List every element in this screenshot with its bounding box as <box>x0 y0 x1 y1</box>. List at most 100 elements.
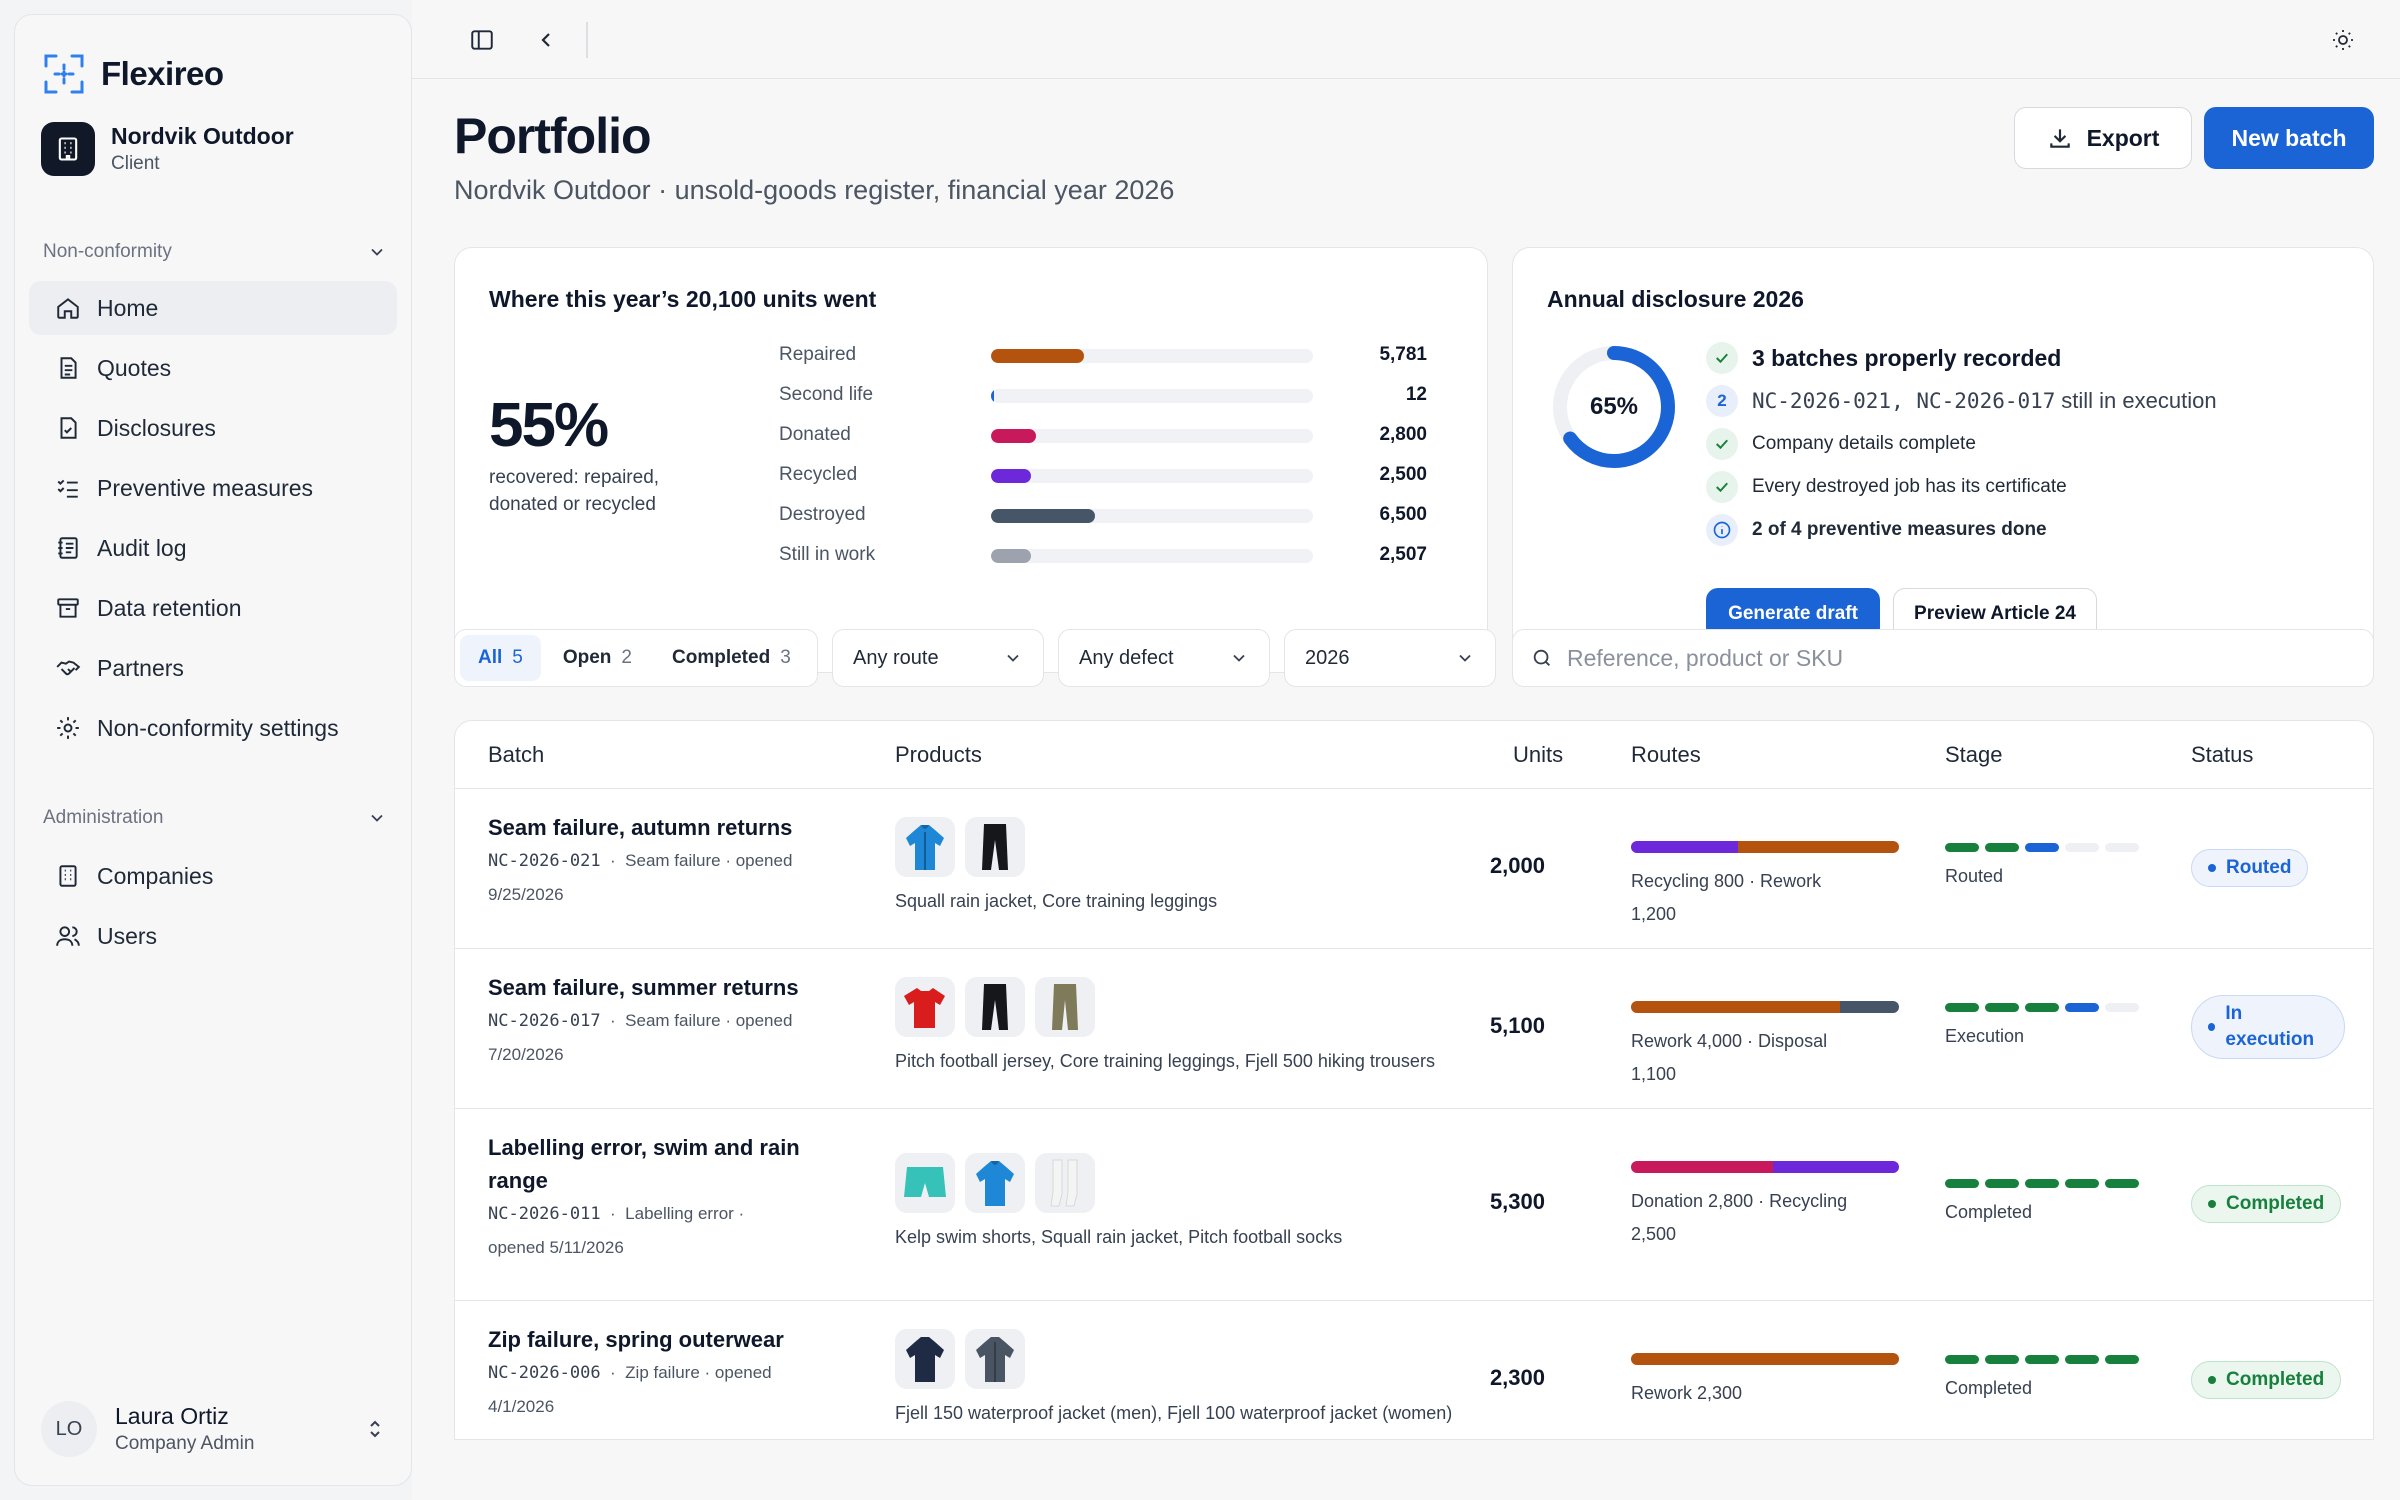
sidebar-item-quotes[interactable]: Quotes <box>29 341 397 395</box>
sidebar-item-label: Companies <box>97 862 214 889</box>
sun-icon[interactable] <box>2325 22 2361 58</box>
user-menu[interactable]: LO Laura Ortiz Company Admin <box>41 1401 387 1457</box>
sidebar-item-preventive-measures[interactable]: Preventive measures <box>29 461 397 515</box>
checklist-icon <box>57 479 78 498</box>
hiking-trousers-thumb-icon <box>1035 977 1095 1037</box>
routes-cell: Recycling 800 · Rework 1,200 <box>1631 841 1899 931</box>
distribution-row: Repaired 5,781 <box>779 342 1461 368</box>
column-routes[interactable]: Routes <box>1631 742 1701 767</box>
sidebar-item-non-conformity-settings[interactable]: Non-conformity settings <box>29 701 397 755</box>
archive-icon <box>57 598 79 618</box>
distribution-row: Second life 12 <box>779 382 1461 408</box>
column-stage[interactable]: Stage <box>1945 742 2003 767</box>
route-select[interactable]: Any route <box>832 629 1044 687</box>
stage-progress <box>1945 1179 2139 1188</box>
year-select[interactable]: 2026 <box>1284 629 1496 687</box>
tab-open[interactable]: Open 2 <box>545 635 650 681</box>
section-non-conformity[interactable]: Non-conformity <box>43 241 387 263</box>
stage-segment <box>1985 1003 2019 1012</box>
batch-title: Zip failure, spring outerwear <box>488 1327 784 1352</box>
distribution-fill <box>991 349 1085 363</box>
check-execution: 2 NC-2026-021, NC-2026-017 still in exec… <box>1706 385 2217 417</box>
stage-text: Completed <box>1945 1378 2033 1398</box>
stage-segment <box>2105 1355 2139 1364</box>
stage-segment <box>1945 1003 1979 1012</box>
company-switcher[interactable]: Nordvik Outdoor Client <box>41 121 294 177</box>
batch-ref: NC-2026-021 <box>488 851 601 871</box>
product-names: Pitch football jersey, Core training leg… <box>895 1051 1435 1071</box>
defect-value: Any defect <box>1079 646 1174 669</box>
batch-defect: Zip failure · opened <box>625 1363 772 1382</box>
stage-progress <box>1945 1355 2139 1364</box>
sidebar-item-label: Audit log <box>97 534 187 561</box>
tab-all[interactable]: All 5 <box>460 635 541 681</box>
topbar <box>412 0 2400 79</box>
progress-label: 65% <box>1589 393 1639 420</box>
back-chevron-icon[interactable] <box>528 22 564 58</box>
batch-ref: NC-2026-017 <box>488 1011 601 1031</box>
check-label: 3 batches properly recorded <box>1752 344 2062 371</box>
export-button[interactable]: Export <box>2014 107 2192 169</box>
football-jersey-thumb-icon <box>895 977 955 1037</box>
route-segment <box>1738 841 1899 853</box>
column-status[interactable]: Status <box>2191 742 2254 767</box>
sidebar-item-audit-log[interactable]: Audit log <box>29 521 397 575</box>
routes-cell: Rework 2,300 <box>1631 1353 1899 1410</box>
check-recorded: 3 batches properly recorded <box>1706 342 2061 374</box>
stage-segment <box>2065 1179 2099 1188</box>
search-icon <box>1533 649 1550 666</box>
section-administration[interactable]: Administration <box>43 807 387 829</box>
sidebar-item-data-retention[interactable]: Data retention <box>29 581 397 635</box>
stage-segment <box>2025 1003 2059 1012</box>
brand[interactable]: Flexireo <box>43 53 224 95</box>
sidebar-item-users[interactable]: Users <box>29 909 397 963</box>
route-text: Rework 4,000 · Disposal 1,100 <box>1631 1031 1828 1084</box>
column-batch[interactable]: Batch <box>488 742 545 767</box>
nav-non-conformity: Home Quotes Disclosures Preventive measu… <box>29 281 397 761</box>
rain-jacket-thumb-icon <box>965 1153 1025 1213</box>
product-thumbs <box>895 1329 1452 1389</box>
new-batch-button[interactable]: New batch <box>2204 107 2374 169</box>
route-text: Recycling 800 · Rework 1,200 <box>1631 871 1822 924</box>
search-input[interactable] <box>1567 644 2347 672</box>
distribution-value: 2,800 <box>1379 424 1427 445</box>
product-names: Kelp swim shorts, Squall rain jacket, Pi… <box>895 1227 1343 1247</box>
count-badge: 2 <box>1706 385 1738 417</box>
sidebar-item-disclosures[interactable]: Disclosures <box>29 401 397 455</box>
sidebar-item-partners[interactable]: Partners <box>29 641 397 695</box>
table-row[interactable]: Labelling error, swim and rain range NC-… <box>455 1109 2373 1301</box>
sidebar-item-label: Partners <box>97 654 184 681</box>
distribution-bar <box>991 389 1313 403</box>
routes-cell: Donation 2,800 · Recycling 2,500 <box>1631 1161 1899 1251</box>
table-row[interactable]: Zip failure, spring outerwear NC-2026-00… <box>455 1301 2373 1439</box>
column-products[interactable]: Products <box>895 742 982 767</box>
table-row[interactable]: Seam failure, summer returns NC-2026-017… <box>455 949 2373 1109</box>
sidebar: Flexireo Nordvik Outdoor Client Non-conf… <box>14 14 412 1486</box>
chevron-up-down-icon[interactable] <box>363 1417 387 1441</box>
stage-segment <box>1985 843 2019 852</box>
tab-completed[interactable]: Completed 3 <box>654 635 809 681</box>
units-value: 2,000 <box>1489 853 1545 878</box>
batch-date: 7/20/2026 <box>488 1045 564 1064</box>
batches-table: Batch Products Units Routes Stage Status… <box>454 720 2374 1440</box>
batch-defect: Seam failure · opened <box>625 851 793 870</box>
stage-text: Routed <box>1945 866 2004 886</box>
sidebar-item-label: Non-conformity settings <box>97 714 339 741</box>
table-row[interactable]: Seam failure, autumn returns NC-2026-021… <box>455 789 2373 949</box>
units-card-title: Where this year’s 20,100 units went <box>489 286 877 312</box>
sidebar-item-companies[interactable]: Companies <box>29 849 397 903</box>
sidebar-item-home[interactable]: Home <box>29 281 397 335</box>
column-units[interactable]: Units <box>1513 742 1564 767</box>
tab-count: 5 <box>512 647 523 668</box>
defect-select[interactable]: Any defect <box>1058 629 1270 687</box>
sidebar-toggle-icon[interactable] <box>464 22 500 58</box>
batch-meta: NC-2026-021 · Seam failure · opened 9/25/… <box>488 851 793 904</box>
distribution-label: Repaired <box>779 344 857 365</box>
section-label: Non-conformity <box>43 241 172 262</box>
distribution-fill <box>991 469 1031 483</box>
stage-segment <box>2105 1179 2139 1188</box>
status-label: In execution <box>2225 1003 2315 1050</box>
status-cell: Completed <box>2191 1185 2342 1223</box>
search-box <box>1512 629 2374 687</box>
stage-segment <box>1945 1179 1979 1188</box>
